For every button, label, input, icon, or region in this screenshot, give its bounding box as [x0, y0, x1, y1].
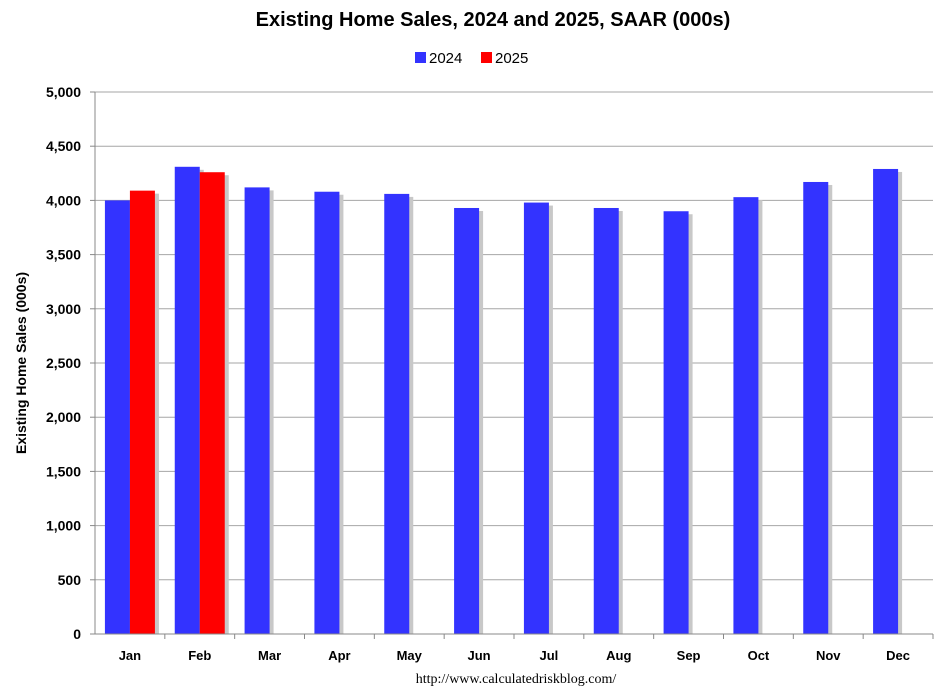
x-tick-label: Jul [540, 648, 559, 663]
y-tick-label: 3,500 [46, 247, 81, 263]
bars [104, 166, 903, 635]
bar-2024-mar [244, 187, 270, 634]
y-tick-label: 5,000 [46, 84, 81, 100]
legend-swatch-2024 [415, 52, 426, 63]
y-tick-label: 2,000 [46, 409, 81, 425]
x-tick-label: Jan [119, 648, 141, 663]
bar-2024-dec [873, 168, 899, 635]
y-tick-label: 0 [73, 626, 81, 642]
y-tick-label: 4,500 [46, 138, 81, 154]
bar-2024-apr [314, 191, 340, 634]
x-tick-label: Dec [886, 648, 910, 663]
bar-2024-sep [663, 211, 689, 635]
bar-2024-aug [593, 207, 619, 634]
y-tick-label: 4,000 [46, 192, 81, 208]
x-tick-label: Nov [816, 648, 841, 663]
bar-2024-may [384, 193, 410, 634]
gridlines [95, 91, 933, 581]
bar-2024-jul [523, 202, 549, 634]
bar-2024-jun [454, 207, 480, 634]
y-tick-label: 500 [58, 572, 82, 588]
y-tick-label: 2,500 [46, 355, 81, 371]
x-tick-labels: Jan Feb Mar Apr May Jun Jul Aug Sep Oct Nov Dec [119, 634, 934, 663]
y-tick-label: 1,000 [46, 518, 81, 534]
bar-2024-oct [733, 197, 759, 634]
x-tick-label: Sep [677, 648, 701, 663]
y-tick-label: 1,500 [46, 463, 81, 479]
bar-2025-jan [129, 190, 155, 635]
legend-label-2024: 2024 [429, 50, 462, 67]
source-url: http://www.calculatedriskblog.com/ [416, 672, 617, 687]
x-tick-label: Oct [748, 648, 770, 663]
x-tick-label: Apr [328, 648, 350, 663]
legend: 2024 2025 [415, 50, 528, 67]
bar-2024-jan [104, 200, 130, 634]
chart-title: Existing Home Sales, 2024 and 2025, SAAR… [256, 9, 731, 31]
y-tick-labels: 0 500 1,000 1,500 2,000 2,500 3,000 3,500 4,000 4… [46, 84, 95, 642]
x-tick-label: May [397, 648, 423, 663]
bar-2024-nov [803, 181, 829, 635]
legend-label-2025: 2025 [495, 50, 528, 67]
x-tick-label: Feb [188, 648, 211, 663]
y-axis-label: Existing Home Sales (000s) [13, 272, 29, 454]
y-tick-label: 3,000 [46, 301, 81, 317]
bar-2024-feb [174, 166, 200, 634]
bar-2025-feb [199, 172, 225, 634]
legend-swatch-2025 [481, 52, 492, 63]
x-tick-label: Mar [258, 648, 281, 663]
x-tick-label: Aug [606, 648, 631, 663]
x-tick-label: Jun [468, 648, 491, 663]
